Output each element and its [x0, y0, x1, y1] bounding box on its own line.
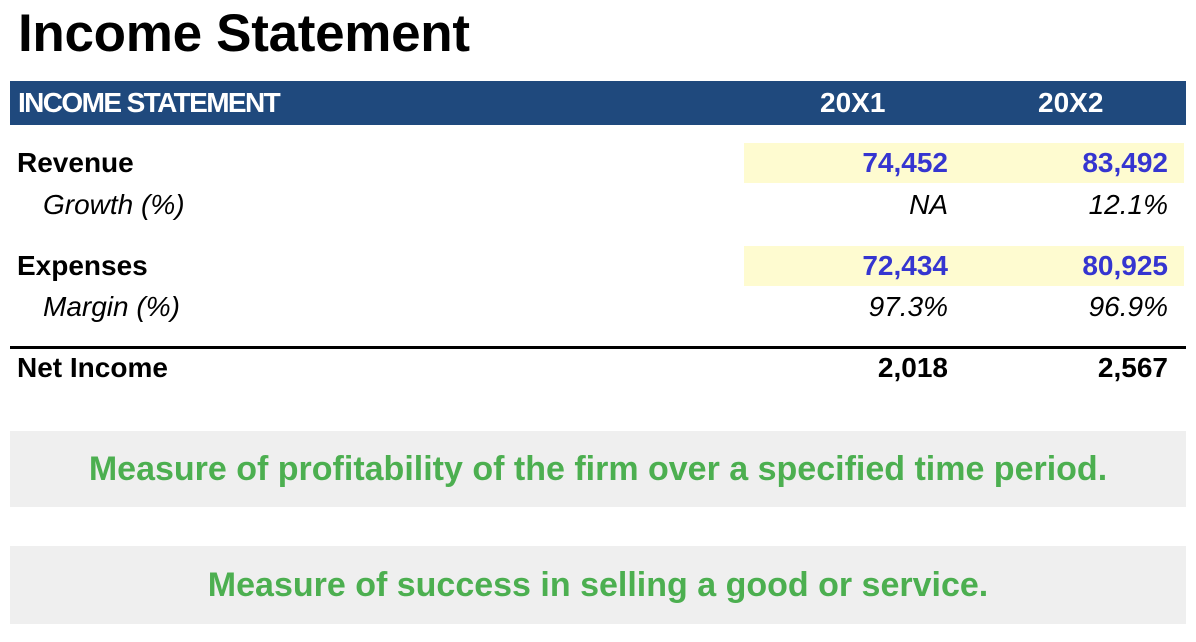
- expenses-20x2-cell[interactable]: 80,925: [964, 246, 1184, 286]
- table-header: INCOME STATEMENT 20X1 20X2: [10, 81, 1186, 125]
- column-header-20x1: 20X1: [820, 87, 886, 118]
- table-row-expenses: Expenses 72,434 80,925: [10, 246, 1186, 286]
- table-row-margin: Margin (%) 97.3% 96.9%: [10, 287, 1186, 327]
- row-label-revenue: Revenue: [17, 147, 134, 178]
- margin-20x2-cell[interactable]: 96.9%: [1088, 291, 1168, 322]
- margin-20x1-cell[interactable]: 97.3%: [868, 291, 948, 322]
- table-row-revenue: Revenue 74,452 83,492: [10, 143, 1186, 183]
- revenue-20x1-cell[interactable]: 74,452: [744, 143, 964, 183]
- row-label-net-income: Net Income: [17, 352, 168, 383]
- row-label-expenses: Expenses: [17, 250, 148, 281]
- growth-20x2-cell[interactable]: 12.1%: [1088, 189, 1168, 220]
- expenses-20x1-cell[interactable]: 72,434: [744, 246, 964, 286]
- page-title: Income Statement: [18, 4, 470, 63]
- growth-20x1-cell[interactable]: NA: [909, 189, 948, 220]
- column-header-20x2: 20X2: [1038, 87, 1104, 118]
- note-selling-success: Measure of success in selling a good or …: [10, 546, 1186, 624]
- net-income-divider: [10, 346, 1186, 349]
- revenue-20x2-cell[interactable]: 83,492: [964, 143, 1184, 183]
- net-income-20x2-cell[interactable]: 2,567: [1097, 352, 1168, 383]
- table-header-label: INCOME STATEMENT: [18, 87, 281, 118]
- note-profitability: Measure of profitability of the firm ove…: [10, 431, 1186, 507]
- row-label-growth: Growth (%): [43, 189, 185, 220]
- table-row-growth: Growth (%) NA 12.1%: [10, 185, 1186, 225]
- row-label-margin: Margin (%): [43, 291, 180, 322]
- table-row-net-income: Net Income 2,018 2,567: [10, 348, 1186, 388]
- net-income-20x1-cell[interactable]: 2,018: [877, 352, 948, 383]
